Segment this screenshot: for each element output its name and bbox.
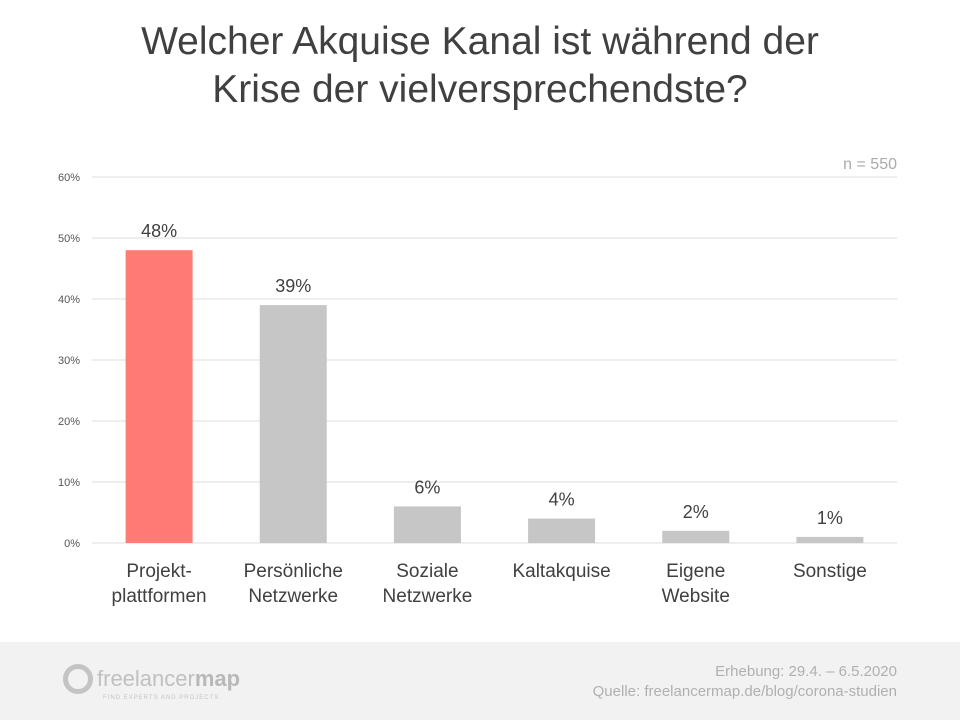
x-tick-label: Netzwerke [248, 586, 338, 607]
y-tick-label: 20% [58, 416, 80, 428]
y-tick-label: 0% [64, 538, 80, 550]
bar [393, 506, 461, 543]
bar [662, 530, 730, 543]
data-label: 4% [549, 490, 575, 510]
chart-title: Welcher Akquise Kanal ist während der Kr… [0, 18, 960, 114]
data-label: 6% [414, 477, 440, 497]
y-tick-label: 30% [58, 355, 80, 367]
logo-globe-icon [63, 664, 93, 694]
x-tick-label: Sonstige [793, 561, 867, 582]
y-tick-label: 40% [58, 294, 80, 306]
bar-chart: 0% 10% 20% 30% 40% 50% 60% 48% Projekt-plattform… [58, 172, 897, 607]
title-line-1: Welcher Akquise Kanal ist während der [141, 20, 819, 63]
x-tick-label: Eigene [666, 561, 725, 582]
data-label: 39% [275, 276, 311, 296]
logo-wordmark: freelancermap [97, 666, 241, 691]
x-tick-label: Persönliche [244, 561, 343, 582]
logo-tagline: FIND EXPERTS AND PROJECTS [103, 695, 220, 701]
x-tick-label: Kaltakquise [512, 561, 610, 582]
y-tick-label: 10% [58, 477, 80, 489]
bar [125, 250, 193, 543]
data-label: 48% [141, 221, 177, 241]
x-tick-label: plattformen [112, 586, 207, 607]
y-tick-label: 60% [58, 172, 80, 184]
x-tick-label: Projekt- [126, 561, 191, 582]
x-tick-label: Website [662, 586, 730, 607]
bar [528, 518, 596, 543]
sample-size: n = 550 [843, 156, 897, 173]
y-tick-label: 50% [58, 233, 80, 245]
data-label: 2% [683, 502, 709, 522]
x-tick-label: Soziale [396, 561, 458, 582]
data-label: 1% [817, 508, 843, 528]
title-line-2: Krise der vielversprechendste? [212, 68, 748, 111]
x-tick-label: Netzwerke [383, 586, 473, 607]
bar [796, 536, 864, 543]
bar [259, 305, 327, 543]
freelancermap-logo: freelancermap FIND EXPERTS AND PROJECTS [63, 664, 241, 701]
survey-period: Erhebung: 29.4. – 6.5.2020 [715, 663, 897, 680]
source-link: Quelle: freelancermap.de/blog/corona-stu… [592, 683, 897, 700]
source-info: Erhebung: 29.4. – 6.5.2020 Quelle: freel… [593, 662, 897, 702]
footer: freelancermap FIND EXPERTS AND PROJECTS … [0, 642, 960, 720]
